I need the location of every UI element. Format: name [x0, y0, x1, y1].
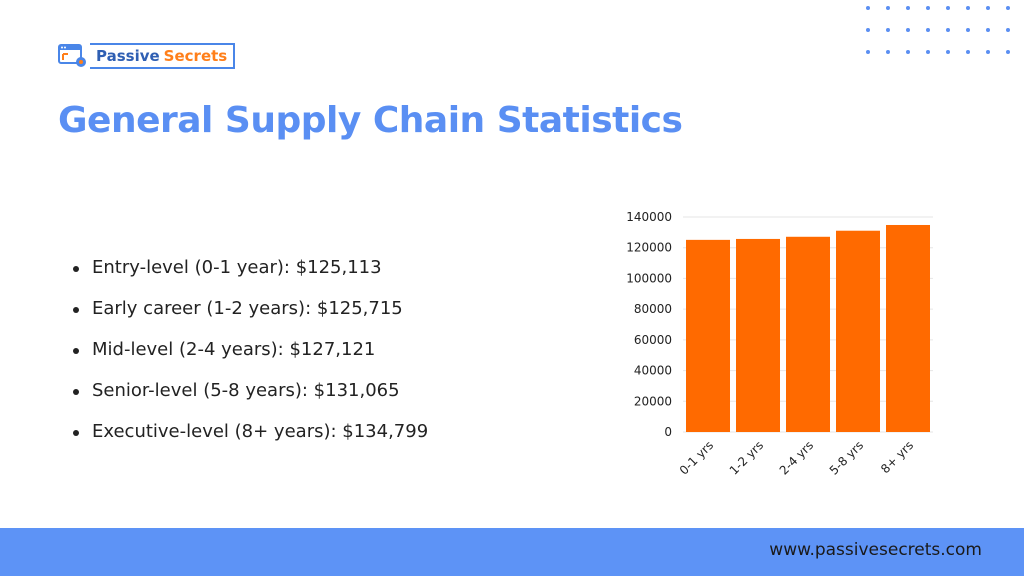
brand-word-passive: Passive — [96, 47, 160, 65]
y-tick-label: 0 — [664, 425, 672, 439]
stat-item-entry-level: Entry-level (0-1 year): $125,113 — [70, 254, 428, 295]
x-tick-label: 8+ yrs — [878, 438, 916, 476]
decorative-dot-grid — [858, 6, 1024, 76]
brand-wordmark: Passive Secrets — [90, 43, 236, 69]
salary-bar-chart: 0 20000 40000 60000 80000 100000 120000 140000 0… — [626, 210, 933, 478]
footer-bar: www.passivesecrets.com — [0, 528, 1024, 576]
y-tick-label: 20000 — [634, 394, 672, 408]
stat-item-mid-level: Mid-level (2-4 years): $127,121 — [70, 336, 428, 377]
y-tick-label: 40000 — [634, 364, 672, 378]
y-tick-label: 100000 — [626, 271, 672, 285]
x-tick-label: 1-2 yrs — [727, 438, 766, 477]
bar-0-1-yrs — [686, 239, 730, 432]
y-tick-label: 60000 — [634, 333, 672, 347]
y-tick-label: 120000 — [626, 241, 672, 255]
brand-word-secrets: Secrets — [163, 47, 228, 65]
browser-gear-icon — [58, 43, 90, 69]
page-title: General Supply Chain Statistics — [58, 100, 683, 141]
x-tick-label: 2-4 yrs — [777, 438, 816, 477]
stat-item-early-career: Early career (1-2 years): $125,715 — [70, 295, 428, 336]
x-tick-label: 5-8 yrs — [827, 438, 866, 477]
bar-1-2-yrs — [736, 238, 780, 432]
y-tick-label: 140000 — [626, 210, 672, 224]
y-tick-label: 80000 — [634, 302, 672, 316]
bar-5-8-yrs — [836, 230, 880, 432]
x-tick-label: 0-1 yrs — [677, 438, 716, 477]
stats-list: Entry-level (0-1 year): $125,113 Early c… — [70, 254, 428, 459]
brand-logo[interactable]: Passive Secrets — [58, 43, 236, 69]
bar-2-4-yrs — [786, 236, 830, 432]
bar-8-yrs — [886, 224, 930, 432]
stat-item-executive-level: Executive-level (8+ years): $134,799 — [70, 418, 428, 459]
stat-item-senior-level: Senior-level (5-8 years): $131,065 — [70, 377, 428, 418]
footer-website-link[interactable]: www.passivesecrets.com — [769, 540, 982, 560]
